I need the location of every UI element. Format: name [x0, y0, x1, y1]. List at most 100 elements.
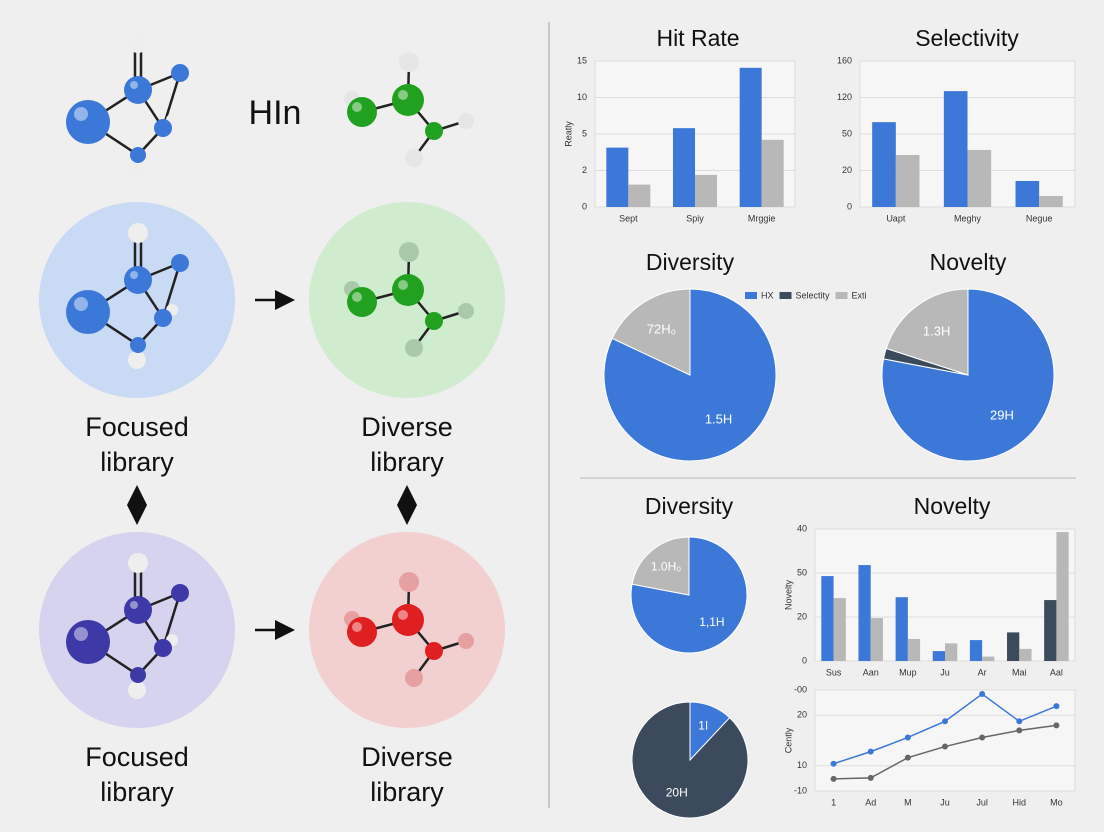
chart-title: Novelty	[914, 493, 991, 519]
x-tick-label: Aal	[1050, 667, 1063, 677]
x-tick-label: 1	[831, 797, 836, 807]
x-tick-label: Jul	[976, 797, 988, 807]
pie-slice	[631, 536, 690, 596]
y-tick-label: 20	[842, 165, 852, 175]
chart-title: Selectivity	[915, 25, 1019, 51]
y-tick-label: 20	[797, 710, 807, 720]
point	[867, 774, 874, 781]
legend-swatch	[745, 292, 757, 299]
x-tick-label: M	[904, 797, 912, 807]
bar	[695, 174, 717, 207]
point	[942, 743, 948, 750]
legend-label: HX	[761, 290, 774, 300]
pie-slice	[611, 288, 691, 376]
legend-label: Selectity	[796, 290, 831, 300]
point	[1053, 722, 1060, 729]
x-tick-label: Ar	[978, 667, 987, 677]
bar	[895, 597, 908, 661]
value-label: 1.0H₀	[651, 559, 681, 573]
bar	[739, 67, 762, 208]
chart-title: Diversity	[646, 249, 735, 275]
bar	[1015, 180, 1040, 207]
y-tick-label: 10	[797, 760, 807, 770]
legend-label: Exti	[852, 290, 867, 300]
point	[1053, 703, 1060, 710]
y-axis-label: Reatly	[563, 121, 573, 147]
y-tick-label: 40	[797, 523, 807, 533]
point	[867, 748, 874, 755]
library-label: Focused	[85, 742, 189, 772]
plot-frame	[814, 528, 1076, 662]
y-tick-label: 15	[577, 55, 587, 65]
point	[904, 734, 911, 741]
bar	[761, 139, 784, 207]
y-tick-label: 160	[837, 55, 852, 65]
library-circle	[39, 532, 235, 728]
bar	[673, 128, 695, 207]
y-tick-label: 50	[797, 567, 807, 577]
x-tick-label: Aan	[863, 667, 879, 677]
x-tick-label: Spiy	[686, 213, 704, 223]
x-tick-label: Mrggie	[748, 213, 776, 223]
y-tick-label: 50	[842, 128, 852, 138]
x-tick-label: Hid	[1013, 797, 1027, 807]
x-tick-label: Ju	[940, 667, 950, 677]
point	[830, 760, 837, 767]
library-label: Diverse	[361, 412, 453, 442]
library-label: library	[370, 777, 444, 807]
value-label: 20H	[666, 786, 688, 800]
point	[904, 754, 911, 761]
library-circle	[39, 202, 235, 398]
bar	[1019, 648, 1032, 661]
bar	[982, 656, 995, 661]
chart-title: Hit Rate	[656, 25, 739, 51]
x-tick-label: Meghy	[954, 213, 982, 223]
legend-swatch	[835, 292, 848, 299]
pie-slice	[603, 288, 777, 462]
x-tick-label: Uapt	[886, 213, 906, 223]
value-label: 1.5H	[705, 411, 732, 426]
bar	[833, 598, 846, 661]
value-label: 1I	[698, 719, 708, 733]
bar	[907, 639, 921, 661]
x-tick-label: Ju	[940, 797, 950, 807]
library-label: Diverse	[361, 742, 453, 772]
library-label: library	[370, 447, 444, 477]
y-tick-label: 10	[577, 92, 587, 102]
y-tick-label: -10	[794, 785, 807, 795]
y-tick-label: 2	[582, 165, 587, 175]
bar	[943, 91, 968, 207]
value-label: 1,1H	[699, 615, 724, 629]
bar	[1039, 196, 1063, 207]
formula: HIn	[249, 94, 302, 132]
pie-slice	[881, 288, 1055, 462]
legend-swatch	[779, 292, 792, 299]
point	[830, 775, 837, 782]
bar	[1007, 632, 1020, 661]
bar	[895, 154, 920, 207]
value-label: 72H₀	[647, 321, 676, 336]
pie-slice	[630, 536, 748, 654]
y-tick-label: 5	[582, 128, 587, 138]
bar	[967, 149, 992, 207]
x-tick-label: Mo	[1050, 797, 1063, 807]
x-tick-label: Ad	[865, 797, 876, 807]
bar	[606, 147, 629, 207]
bar	[870, 618, 883, 661]
pie-slice	[885, 288, 969, 376]
point	[979, 691, 986, 698]
bar	[1044, 600, 1057, 661]
point	[1016, 718, 1023, 725]
y-tick-label: 0	[802, 655, 807, 665]
bar	[932, 651, 945, 661]
bar	[945, 643, 958, 661]
bar	[1056, 532, 1069, 661]
y-axis-label: Cently	[783, 727, 793, 753]
x-tick-label: Mai	[1012, 667, 1027, 677]
point	[979, 734, 986, 741]
value-label: 1.3H	[923, 323, 950, 338]
chart-title: Diversity	[645, 493, 734, 519]
pie-slice	[631, 701, 749, 819]
bar	[628, 184, 651, 207]
